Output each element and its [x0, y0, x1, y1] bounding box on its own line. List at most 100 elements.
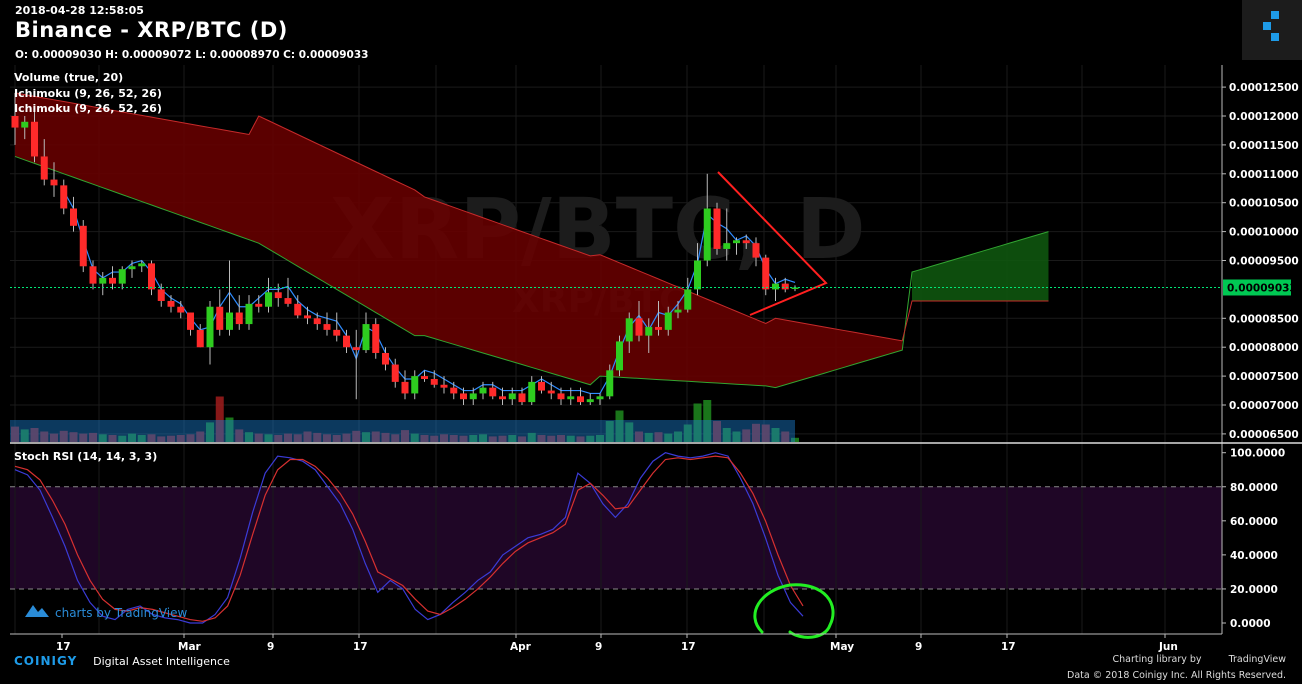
- candle-body: [713, 208, 721, 249]
- candle-body: [99, 277, 107, 284]
- candle-body: [50, 179, 58, 186]
- price-axis-label-last: 0.00009033: [1227, 282, 1297, 294]
- time-axis-label: 17: [1001, 641, 1016, 653]
- candle-body: [762, 257, 770, 290]
- volume-bar: [596, 435, 604, 442]
- ichimoku-span-b: [14, 92, 1049, 342]
- volume-bar: [586, 435, 595, 442]
- candle-body: [128, 266, 136, 270]
- volume-bar: [362, 432, 370, 442]
- volume-bar: [381, 432, 390, 442]
- volume-bar: [693, 403, 702, 442]
- volume-bar: [713, 421, 721, 442]
- candle-body: [567, 396, 575, 400]
- candle-body: [684, 289, 692, 310]
- candle-body: [294, 303, 302, 316]
- coinigy-branding: COINIGY Digital Asset Intelligence: [14, 654, 230, 668]
- volume-bar: [186, 434, 195, 442]
- volume-bar: [215, 396, 224, 442]
- candle-body: [557, 393, 565, 400]
- volume-bar: [732, 431, 741, 442]
- candle-body: [411, 376, 419, 394]
- tradingview-badge[interactable]: charts by TradingView: [55, 606, 187, 620]
- candle-body: [635, 318, 643, 336]
- volume-bar: [98, 434, 107, 442]
- candle-body: [450, 387, 458, 394]
- price-axis-label: 0.00008500: [1229, 313, 1299, 325]
- copyright-text: Data © 2018: [1067, 670, 1130, 681]
- volume-bar: [635, 431, 643, 442]
- volume-bar: [157, 436, 166, 442]
- rsi-label: Stoch RSI (14, 14, 3, 3): [14, 450, 157, 463]
- candle-body: [157, 289, 165, 301]
- candle-body: [538, 381, 545, 391]
- candle-body: [167, 300, 175, 307]
- volume-bar: [440, 434, 448, 442]
- volume-bar: [254, 433, 263, 442]
- volume-bar: [459, 435, 468, 442]
- candle-body: [421, 376, 428, 379]
- indicator-volume[interactable]: Volume (true, 20): [14, 71, 124, 84]
- candle-body: [148, 263, 155, 290]
- volume-bar: [332, 435, 341, 442]
- candle-body: [245, 303, 253, 325]
- candle-body: [89, 266, 97, 284]
- volume-bar: [147, 434, 156, 442]
- candle-body: [274, 292, 282, 299]
- volume-bar: [547, 435, 556, 442]
- indicator-ichimoku-2[interactable]: Ichimoku (9, 26, 52, 26): [14, 102, 162, 115]
- rsi-axis-label: 20.0000: [1230, 584, 1278, 596]
- volume-bar: [371, 431, 380, 442]
- triangle-drawing: [717, 171, 828, 316]
- volume-bar: [791, 437, 799, 442]
- candle-body: [401, 381, 409, 394]
- ichimoku-tenkan-line: [63, 190, 796, 395]
- rsi-axis-label: 0.0000: [1230, 618, 1271, 630]
- candle-body: [313, 318, 321, 325]
- charting-library-text: Charting library by: [1112, 654, 1202, 665]
- candle-body: [742, 240, 750, 244]
- rsi-axis-label: 80.0000: [1230, 482, 1278, 494]
- volume-bar: [664, 433, 673, 442]
- volume-bar: [79, 433, 88, 442]
- candle-body: [596, 396, 604, 400]
- chart-timestamp: 2018-04-28 12:58:05: [15, 4, 144, 17]
- coinigy-tagline: Digital Asset Intelligence: [93, 655, 230, 668]
- candle-body: [489, 387, 497, 397]
- volume-bar: [761, 424, 770, 442]
- stoch-rsi-k-line: [14, 452, 804, 624]
- price-axis-label: 0.00012000: [1229, 111, 1299, 123]
- volume-bar: [557, 435, 565, 442]
- candle-body: [255, 303, 263, 307]
- candle-body: [21, 121, 29, 128]
- volume-bar: [683, 424, 692, 442]
- candle-body: [547, 390, 555, 394]
- time-axis-label: 17: [681, 641, 696, 653]
- candle-body: [40, 156, 48, 180]
- candle-body: [606, 370, 614, 397]
- time-axis-label: Mar: [178, 641, 202, 653]
- volume-bar: [20, 429, 29, 442]
- candle-body: [235, 312, 243, 325]
- candle-body: [391, 364, 399, 382]
- volume-bar: [225, 417, 234, 442]
- candle-body: [187, 312, 194, 330]
- candle-body: [577, 396, 584, 403]
- indicator-ichimoku-1[interactable]: Ichimoku (9, 26, 52, 26): [14, 87, 162, 100]
- volume-bar: [644, 432, 653, 442]
- price-axis-label: 0.00007500: [1229, 371, 1299, 383]
- candle-body: [79, 225, 87, 267]
- tradingview-footer-link[interactable]: TradingView: [1228, 654, 1286, 665]
- volume-bar: [196, 431, 205, 442]
- candle-body: [60, 185, 68, 209]
- price-axis-label: 0.00007000: [1229, 400, 1299, 412]
- time-axis-label: May: [830, 641, 854, 653]
- volume-bar: [508, 435, 517, 442]
- time-axis-label: 9: [267, 641, 274, 653]
- time-axis-label: 17: [353, 641, 368, 653]
- volume-bar: [518, 436, 526, 442]
- volume-bar: [69, 432, 78, 442]
- volume-bar: [264, 434, 273, 442]
- candle-body: [284, 298, 292, 304]
